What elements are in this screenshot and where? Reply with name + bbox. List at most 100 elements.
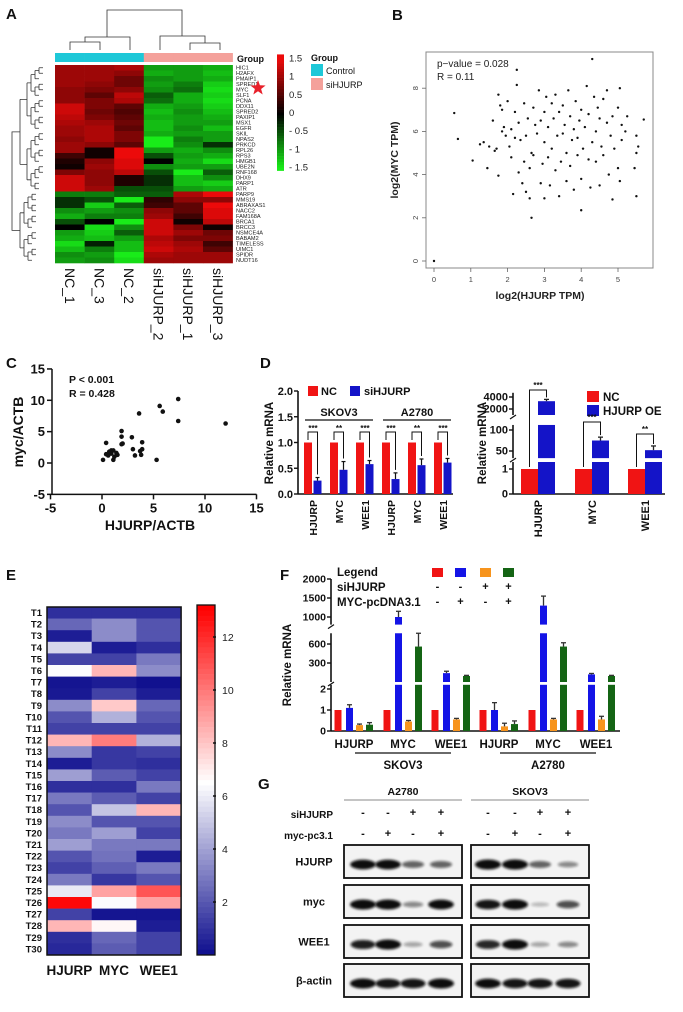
colorbar-segment (277, 121, 284, 125)
bar (501, 726, 508, 731)
colorbar-tick-label: 2 (222, 897, 228, 909)
scatter-point (515, 83, 518, 87)
gene-label: PARP9 (236, 192, 254, 198)
scatter-point (517, 121, 520, 124)
colorbar-segment (197, 631, 215, 638)
heatmap-cell (84, 70, 115, 77)
heatmap-cell (84, 257, 115, 264)
heatmap-cell (84, 208, 115, 214)
condition-sign: - (513, 807, 517, 819)
row-label: T26 (26, 898, 42, 909)
y-tick-label: 300 (308, 658, 326, 670)
heatmap-cell (173, 257, 204, 264)
heatmap-cell (173, 246, 204, 253)
colorbar-segment (197, 695, 215, 701)
bar (592, 440, 609, 459)
heatmap-cell (84, 65, 115, 71)
scatter-point (136, 411, 142, 416)
heatmap-cell (91, 920, 137, 933)
heatmap-cell (136, 920, 182, 933)
scatter-point (535, 132, 539, 135)
gene-label: EGFR (236, 126, 252, 132)
colorbar-segment (197, 806, 215, 813)
colorbar-segment (197, 801, 215, 807)
heatmap-cell (91, 885, 137, 898)
legend-swatch-sihjurp (350, 386, 360, 396)
heatmap-cell (173, 136, 204, 143)
significance-bracket (411, 431, 422, 456)
heatmap-cell (143, 175, 174, 181)
heatmap-cell (143, 114, 174, 121)
colorbar-segment (197, 912, 215, 919)
heatmap-cell (114, 235, 145, 242)
colorbar-segment (277, 127, 284, 131)
heatmap-cell (47, 850, 92, 863)
heatmap-cell (114, 70, 145, 77)
legend-label: siHJURP (326, 80, 363, 90)
bar (491, 710, 498, 731)
star-icon (250, 80, 266, 95)
scatter-point (511, 192, 515, 196)
x-tick-label: 5 (616, 275, 620, 284)
heatmap-cell (55, 219, 85, 225)
protein-band (502, 859, 528, 870)
bar (560, 684, 567, 731)
row-label: T19 (26, 817, 42, 828)
cell-line-label: A2780 (531, 760, 565, 772)
heatmap-cell (91, 862, 137, 875)
colorbar-segment (277, 138, 284, 142)
significance-stars: *** (533, 381, 543, 390)
heatmap-cell (114, 65, 145, 71)
heatmap-cell (47, 885, 92, 898)
heatmap-cell (136, 850, 182, 863)
legend-title: Group (311, 53, 338, 63)
colorbar-segment (197, 891, 215, 897)
heatmap-cell (84, 230, 115, 236)
heatmap-cell (55, 70, 85, 77)
x-tick-label: HJURP (480, 739, 519, 751)
colorbar-segment (197, 642, 215, 648)
heatmap-cell (136, 711, 182, 724)
heatmap-cell (136, 827, 182, 840)
condition-sign: - (411, 828, 415, 840)
scatter-point (613, 147, 616, 150)
scatter-point (456, 137, 460, 141)
heatmap-cell (84, 136, 115, 143)
heatmap-cell (47, 734, 92, 747)
heatmap-cell (47, 653, 92, 666)
row-dendrogram-branch (31, 204, 36, 212)
scatter-point (574, 99, 577, 103)
heatmap-cell (55, 169, 85, 176)
heatmap-cell (173, 180, 204, 187)
heatmap-cell (114, 169, 145, 176)
heatmap-cell (47, 618, 92, 631)
group-bar-cell (84, 53, 115, 62)
scatter-point (581, 147, 585, 150)
colorbar-tick-label: - 1 (289, 144, 300, 155)
condition-sign: + (565, 828, 571, 840)
scatter-point (175, 396, 181, 402)
heatmap-cell (55, 120, 85, 126)
colorbar-segment (277, 135, 284, 139)
axis-break-mark (509, 457, 517, 463)
legend-swatch (432, 568, 443, 577)
colorbar-segment (197, 790, 215, 797)
significance-bracket (636, 433, 654, 467)
heatmap-cell (173, 252, 204, 258)
row-dendrogram-branch (19, 212, 24, 249)
heatmap-cell (114, 230, 145, 236)
bar (366, 724, 373, 731)
heatmap-cell (143, 158, 174, 165)
row-dendrogram-branch (31, 232, 36, 239)
colorbar-tick-label: - 1.5 (289, 162, 308, 173)
heatmap-cell (203, 213, 233, 220)
scatter-point (557, 195, 561, 198)
gene-label: DDX11 (236, 104, 254, 110)
scatter-point (620, 123, 623, 127)
heatmap-cell (55, 65, 85, 71)
heatmap-cell (55, 153, 85, 159)
heatmap-cell (84, 131, 115, 137)
scatter-point (530, 151, 533, 155)
heatmap-cell (55, 125, 85, 132)
row-label: T30 (26, 944, 42, 955)
